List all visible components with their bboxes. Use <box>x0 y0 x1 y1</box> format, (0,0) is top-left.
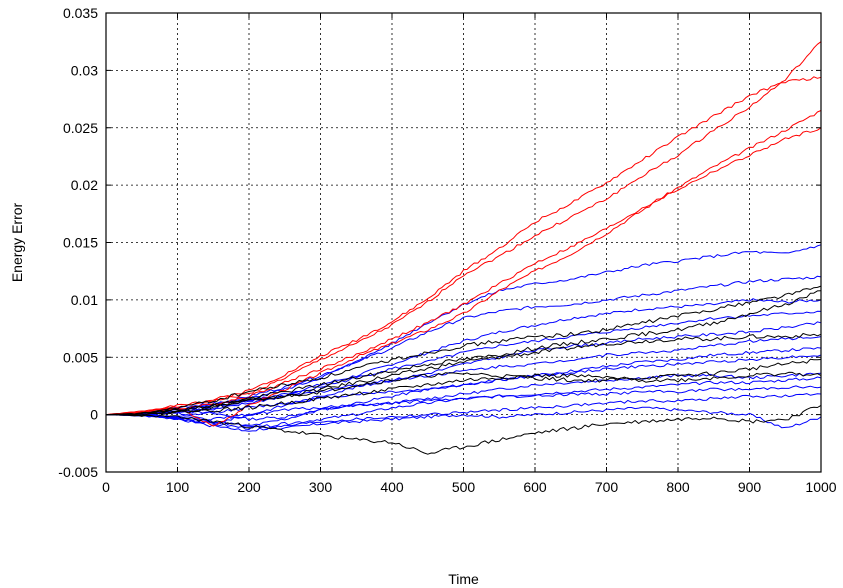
y-tick-label: 0.005 <box>63 349 98 365</box>
series-line-blue <box>105 406 822 430</box>
series-line-blue <box>105 354 822 418</box>
x-tick-label: 100 <box>166 479 190 495</box>
series-line-blue <box>106 385 822 421</box>
x-tick-label: 300 <box>309 479 333 495</box>
series-line-black <box>105 371 822 416</box>
y-tick-label: 0.02 <box>71 177 98 193</box>
series-line-black <box>105 358 822 416</box>
y-tick-label: 0.015 <box>63 235 98 251</box>
y-tick-label: -0.005 <box>58 464 98 480</box>
y-axis-label: Energy Error <box>9 202 25 282</box>
y-tick-label: 0.01 <box>71 292 98 308</box>
x-tick-label: 1000 <box>805 479 836 495</box>
series-line-blue <box>105 298 822 416</box>
series-line-blue <box>105 321 822 424</box>
series-line-black <box>105 290 822 416</box>
x-axis-label: Time <box>448 571 479 587</box>
series-line-blue <box>105 372 822 422</box>
x-tick-label: 400 <box>380 479 404 495</box>
series-line-black <box>105 285 822 416</box>
grid <box>106 13 821 472</box>
y-tick-label: 0.025 <box>63 120 98 136</box>
x-tick-label: 900 <box>738 479 762 495</box>
y-tick-label: 0.035 <box>63 5 98 21</box>
x-tick-label: 200 <box>237 479 261 495</box>
x-tick-label: 500 <box>452 479 476 495</box>
x-tick-label: 800 <box>666 479 690 495</box>
series-line-blue <box>105 393 822 432</box>
series-line-black <box>106 333 822 416</box>
x-tick-label: 700 <box>595 479 619 495</box>
x-tick-label: 0 <box>102 479 110 495</box>
series-line-red <box>105 127 822 416</box>
series-lines <box>105 41 822 455</box>
series-line-red <box>105 110 822 427</box>
series-line-red <box>105 76 822 416</box>
x-tick-label: 600 <box>523 479 547 495</box>
y-tick-label: 0.03 <box>71 62 98 78</box>
y-tick-label: 0 <box>90 407 98 423</box>
series-line-black <box>105 404 822 455</box>
axis-ticks: 0 100 200 300 400 500 600 700 800 900 1000-0.00500… <box>58 5 836 495</box>
